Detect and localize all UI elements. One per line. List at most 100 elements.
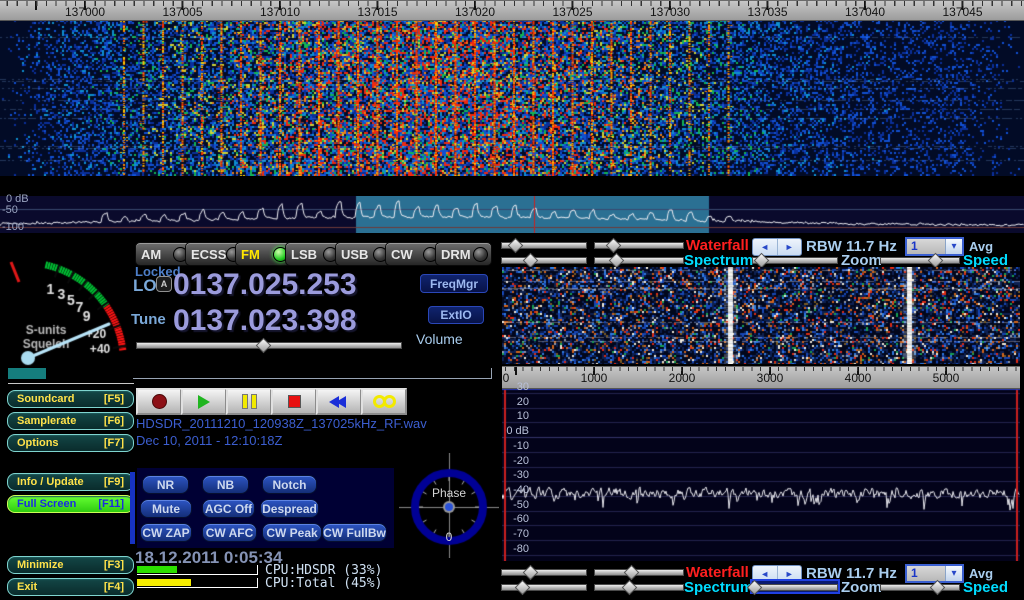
- dropdown-arrow-icon[interactable]: ▾: [945, 239, 962, 254]
- lo-auto-badge[interactable]: A: [156, 276, 172, 292]
- slider-track[interactable]: [501, 257, 587, 264]
- menu-button-soundcard[interactable]: Soundcard [F5]: [7, 390, 134, 408]
- mode-button-lsb[interactable]: LSB: [285, 242, 342, 266]
- extio-button[interactable]: ExtIO: [428, 306, 484, 324]
- menu-button-info-update[interactable]: Info / Update [F9]: [7, 473, 134, 491]
- audio-db-tick-label: -10: [513, 439, 529, 452]
- slider-thumb[interactable]: [508, 237, 524, 254]
- db-tick-label: 0 dB: [6, 193, 29, 205]
- volume-slider[interactable]: [136, 337, 402, 354]
- dsp-button-cw-fullbw[interactable]: CW FullBw: [322, 523, 387, 542]
- spin-left-arrow-icon[interactable]: ◄: [753, 239, 778, 255]
- dropdown-arrow-icon[interactable]: ▾: [945, 566, 962, 581]
- slider-thumb[interactable]: [255, 337, 271, 354]
- loop-button[interactable]: [361, 388, 407, 415]
- dsp-button-cw-afc[interactable]: CW AFC: [202, 523, 257, 542]
- mode-led-icon: [473, 246, 488, 262]
- menu-button-samplerate[interactable]: Samplerate [F6]: [7, 412, 134, 430]
- slider-thumb[interactable]: [609, 252, 625, 269]
- bottom-waterfall-contrast-slider[interactable]: [594, 564, 684, 581]
- mode-label: USB: [341, 246, 369, 262]
- dsp-button-nb[interactable]: NB: [202, 475, 249, 494]
- slider-track[interactable]: [880, 257, 960, 264]
- freq-tick-label: 137025: [552, 5, 593, 19]
- mode-button-cw[interactable]: CW: [385, 242, 442, 266]
- freq-tick-label: 137040: [844, 5, 886, 19]
- rewind-button[interactable]: [316, 388, 362, 415]
- menu-button-options[interactable]: Options [F7]: [7, 434, 134, 452]
- dsp-button-notch[interactable]: Notch: [262, 475, 317, 494]
- dsp-button-cw-peak[interactable]: CW Peak: [262, 523, 322, 542]
- slider-thumb[interactable]: [515, 579, 531, 596]
- pause-button[interactable]: [226, 388, 272, 415]
- top-zoom-slider[interactable]: [752, 252, 838, 269]
- dsp-button-agc-off[interactable]: AGC Off: [202, 499, 255, 518]
- bottom-spectrum-brightness-slider[interactable]: [501, 579, 587, 596]
- recording-timestamp: Dec 10, 2011 - 12:10:18Z: [136, 433, 283, 448]
- slider-thumb[interactable]: [522, 252, 539, 269]
- top-rbw-spin-control[interactable]: ◄ ►: [752, 238, 802, 256]
- freqmgr-button[interactable]: FreqMgr: [420, 274, 488, 293]
- slider-track[interactable]: [880, 584, 960, 591]
- spin-right-arrow-icon[interactable]: ►: [784, 242, 794, 252]
- slider-track[interactable]: [501, 242, 587, 249]
- top-spectrum-contrast-slider[interactable]: [594, 252, 684, 269]
- slider-track[interactable]: [752, 584, 838, 591]
- mode-button-am[interactable]: AM: [135, 242, 192, 266]
- audio-db-tick-label: -70: [513, 528, 529, 540]
- record-icon: [151, 394, 167, 409]
- bottom-spectrum-contrast-slider[interactable]: [594, 579, 684, 596]
- slider-track[interactable]: [594, 242, 684, 249]
- mode-button-ecss[interactable]: ECSS: [185, 242, 242, 266]
- cpu-hdsdr-text: CPU:HDSDR (33%): [265, 563, 383, 578]
- audio-spectrum-display[interactable]: [502, 389, 1020, 561]
- bottom-speed-slider[interactable]: [880, 579, 960, 596]
- dsp-button-mute[interactable]: Mute: [140, 499, 192, 518]
- top-avg-select[interactable]: 1 ▾: [905, 237, 964, 256]
- bottom-waterfall-brightness-slider[interactable]: [501, 564, 587, 581]
- record-button[interactable]: [136, 388, 182, 415]
- rf-waterfall-display[interactable]: [0, 0, 1024, 176]
- slider-thumb[interactable]: [621, 579, 638, 596]
- stop-button[interactable]: [271, 388, 317, 415]
- slider-track[interactable]: [594, 584, 684, 591]
- lo-frequency-display[interactable]: 0137.025.253: [173, 268, 357, 301]
- menu-button-exit[interactable]: Exit [F4]: [7, 578, 134, 596]
- tune-frequency-display[interactable]: 0137.023.398: [173, 304, 357, 337]
- top-waterfall-brightness-slider[interactable]: [501, 237, 587, 254]
- slider-thumb[interactable]: [927, 252, 944, 269]
- dsp-button-cw-zap[interactable]: CW ZAP: [140, 523, 192, 542]
- phase-label: Phase: [431, 486, 467, 500]
- audio-waterfall-display[interactable]: [502, 267, 1020, 364]
- slider-thumb[interactable]: [605, 237, 622, 254]
- dsp-button-despread[interactable]: Despread: [260, 499, 319, 518]
- slider-track[interactable]: [752, 257, 838, 264]
- rf-spectrum-display[interactable]: [0, 196, 1024, 233]
- slider-track[interactable]: [501, 584, 587, 591]
- slider-track[interactable]: [594, 257, 684, 264]
- mode-button-usb[interactable]: USB: [335, 242, 392, 266]
- mode-button-drm[interactable]: DRM: [435, 242, 492, 266]
- slider-track[interactable]: [501, 569, 587, 576]
- top-speed-slider[interactable]: [880, 252, 960, 269]
- top-waterfall-contrast-slider[interactable]: [594, 237, 684, 254]
- menu-button-full-screen[interactable]: Full Screen [F11]: [7, 495, 134, 513]
- s-meter[interactable]: [0, 240, 130, 370]
- bottom-zoom-slider[interactable]: [746, 579, 840, 596]
- audio-db-tick-label: 30: [516, 381, 529, 393]
- menu-button-minimize[interactable]: Minimize [F3]: [7, 556, 134, 574]
- rf-frequency-scale[interactable]: 137000 137005 137010 137015 137020 137025 1370…: [0, 0, 1024, 21]
- spin-right-arrow-icon[interactable]: ►: [784, 569, 794, 579]
- slider-thumb[interactable]: [754, 252, 770, 269]
- audio-frequency-scale[interactable]: 0 1000 2000 3000 4000 5000: [502, 366, 1020, 389]
- play-button[interactable]: [181, 388, 227, 415]
- top-spectrum-brightness-slider[interactable]: [501, 252, 587, 269]
- button-fkey: [F6]: [103, 415, 124, 427]
- minor-ticks: [502, 367, 1020, 371]
- spin-left-arrow-icon[interactable]: ◄: [753, 566, 778, 582]
- mode-button-fm[interactable]: FM: [235, 242, 292, 266]
- dsp-button-nr[interactable]: NR: [142, 475, 189, 494]
- slider-thumb[interactable]: [930, 579, 946, 596]
- slider-thumb[interactable]: [623, 564, 640, 581]
- slider-thumb[interactable]: [522, 564, 539, 581]
